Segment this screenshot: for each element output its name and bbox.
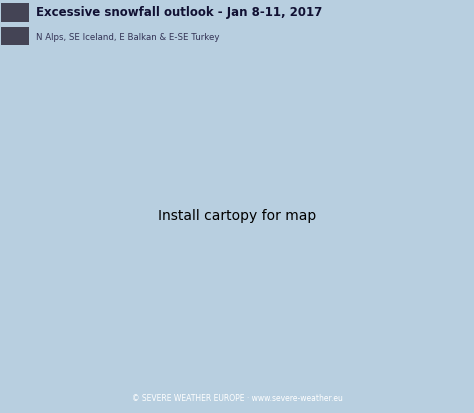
FancyBboxPatch shape: [1, 27, 29, 45]
Text: Excessive snowfall outlook - Jan 8-11, 2017: Excessive snowfall outlook - Jan 8-11, 2…: [36, 6, 322, 19]
Text: © SEVERE WEATHER EUROPE · www.severe-weather.eu: © SEVERE WEATHER EUROPE · www.severe-wea…: [132, 394, 342, 404]
Text: N Alps, SE Iceland, E Balkan & E-SE Turkey: N Alps, SE Iceland, E Balkan & E-SE Turk…: [36, 33, 219, 43]
Text: Install cartopy for map: Install cartopy for map: [158, 209, 316, 223]
FancyBboxPatch shape: [1, 3, 29, 21]
